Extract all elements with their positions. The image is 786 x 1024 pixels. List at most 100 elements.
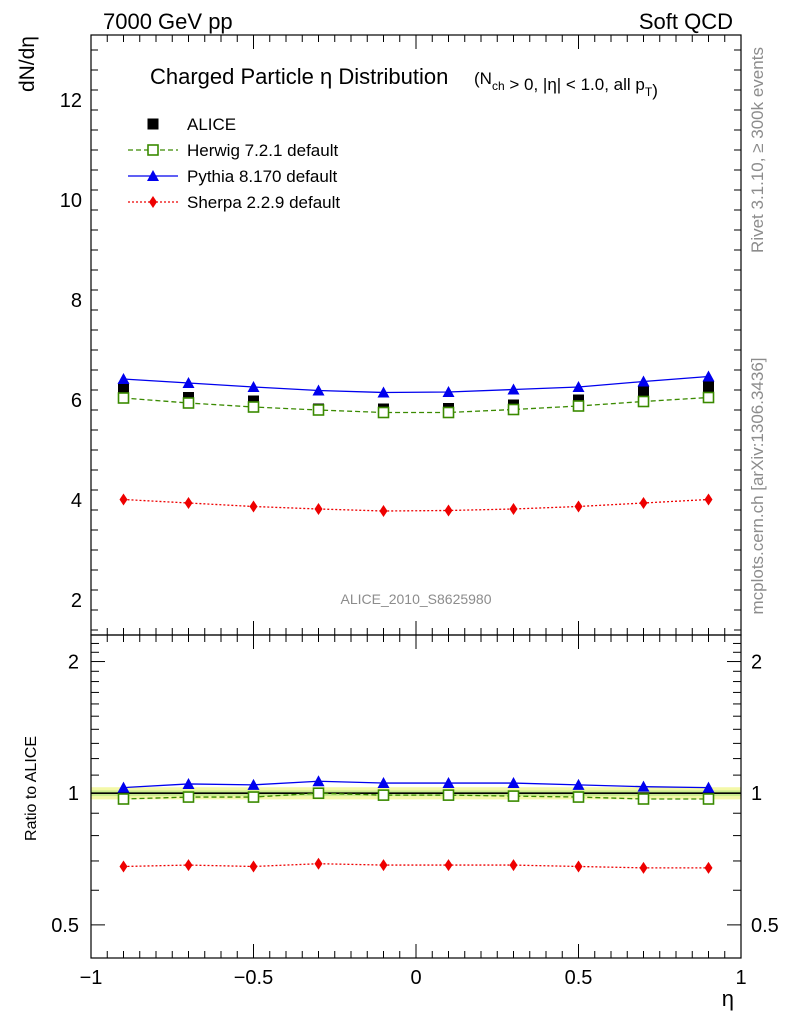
sherpa-ratio-point (444, 859, 453, 872)
alice-point (248, 395, 259, 407)
sherpa-ratio-point (184, 859, 193, 872)
herwig-ratio-point (312, 787, 325, 800)
herwig-ratio-point (117, 793, 130, 805)
herwig-point (312, 404, 325, 416)
legend-pythia-label: Pythia 8.170 default (187, 167, 338, 186)
herwig-ratio-point (702, 793, 715, 805)
chart-subtitle: (Nch > 0, |η| < 1.0, all pT) (474, 69, 658, 100)
sherpa-point (509, 503, 518, 515)
herwig-ratio-point (637, 793, 650, 805)
sherpa-ratio-point (314, 857, 323, 870)
pythia-point (247, 381, 260, 392)
ratio-plot-area: −1 −0.5 0 0.5 1 0.5 0.5 1 1 2 2 (51, 634, 779, 989)
herwig-line (123, 396, 709, 414)
y-tick-label: 8 (71, 290, 82, 312)
alice-point (638, 386, 649, 398)
herwig-point (117, 392, 130, 404)
pythia-ratio-point (637, 780, 650, 792)
ratio-y-tick-label-right: 1 (751, 783, 762, 805)
legend-alice-marker (147, 118, 159, 130)
legend: ALICE Herwig 7.2.1 default Pythia 8.170 de… (128, 115, 340, 212)
herwig-point (442, 406, 455, 419)
herwig-ratio-point (247, 791, 260, 803)
ratio-y-tick-label: 1 (68, 783, 79, 805)
main-ylabel: dN/dη (16, 36, 39, 92)
alice-point (118, 382, 129, 394)
pythia-point (702, 370, 715, 382)
herwig-point (182, 397, 195, 409)
sherpa-ratio-line (123, 863, 709, 869)
chart-title-main: Charged Particle η Distribution (150, 64, 448, 89)
pythia-line (123, 375, 709, 394)
sherpa-point (314, 503, 323, 515)
sherpa-point (574, 500, 583, 513)
y-tick-label: 4 (71, 490, 82, 512)
sherpa-ratio-point (509, 859, 518, 872)
x-tick-label: 0.5 (565, 967, 593, 989)
pythia-ratio-point (312, 775, 325, 787)
legend-pythia-marker (147, 170, 159, 181)
sherpa-point (119, 493, 128, 506)
herwig-point (507, 403, 520, 416)
herwig-ratio-point (572, 791, 585, 803)
sherpa-point (639, 497, 648, 509)
sherpa-point (444, 504, 453, 517)
pythia-point (507, 383, 520, 395)
rivet-label: Rivet 3.1.10, ≥ 300k events (748, 47, 767, 253)
pythia-point (117, 373, 130, 384)
legend-herwig-label: Herwig 7.2.1 default (187, 141, 338, 160)
category-label: Soft QCD (639, 9, 733, 34)
ratio-y-tick-label: 0.5 (51, 915, 79, 937)
main-plot-area: 2 4 6 8 10 12 (60, 34, 742, 636)
sherpa-point (249, 500, 258, 513)
ratio-y-tick-label: 2 (68, 652, 79, 674)
y-tick-label: 2 (71, 590, 82, 612)
sherpa-line (123, 498, 709, 512)
herwig-ratio-point (442, 789, 455, 801)
pythia-ratio-point (572, 778, 585, 790)
sherpa-ratio-point (574, 860, 583, 873)
sherpa-point (704, 493, 713, 506)
alice-point (703, 381, 714, 392)
mcplots-label: mcplots.cern.ch [arXiv:1306.3436] (748, 357, 767, 614)
pythia-ratio-line (123, 780, 709, 789)
analysis-watermark: ALICE_2010_S8625980 (340, 591, 491, 607)
pythia-ratio-point (117, 781, 130, 793)
sherpa-point (184, 497, 193, 509)
sherpa-ratio-point (119, 860, 128, 873)
sherpa-ratio-point (249, 860, 258, 873)
ratio-ylabel: Ratio to ALICE (23, 736, 40, 841)
ratio-y-tick-label-right: 0.5 (751, 915, 779, 937)
ratio-y-tick-label-right: 2 (751, 652, 762, 674)
legend-herwig-marker (147, 144, 159, 156)
y-tick-label: 10 (60, 190, 82, 212)
sherpa-ratio-point (639, 861, 648, 874)
herwig-point (572, 400, 585, 412)
y-tick-label: 12 (60, 90, 82, 112)
alice-point (573, 394, 584, 406)
sherpa-ratio-point (704, 861, 713, 874)
pythia-ratio-point (702, 781, 715, 793)
herwig-ratio-line (123, 792, 709, 800)
energy-label: 7000 GeV pp (103, 9, 233, 34)
herwig-point (377, 406, 390, 419)
y-tick-label: 6 (71, 390, 82, 412)
herwig-point (247, 401, 260, 413)
legend-sherpa-label: Sherpa 2.2.9 default (187, 193, 340, 212)
pythia-ratio-point (507, 777, 520, 789)
pythia-point (312, 384, 325, 396)
pythia-ratio-point (377, 777, 390, 789)
x-axis-label: η (722, 986, 734, 1011)
sherpa-point (379, 505, 388, 517)
legend-sherpa-marker (149, 196, 157, 208)
chart-title: Charged Particle η Distribution (150, 64, 448, 89)
pythia-point (637, 375, 650, 387)
pythia-ratio-point (182, 777, 195, 789)
herwig-ratio-point (507, 790, 520, 802)
x-tick-label: −0.5 (234, 967, 273, 989)
sherpa-ratio-point (379, 859, 388, 872)
herwig-ratio-point (182, 791, 195, 803)
legend-alice-label: ALICE (187, 115, 236, 134)
